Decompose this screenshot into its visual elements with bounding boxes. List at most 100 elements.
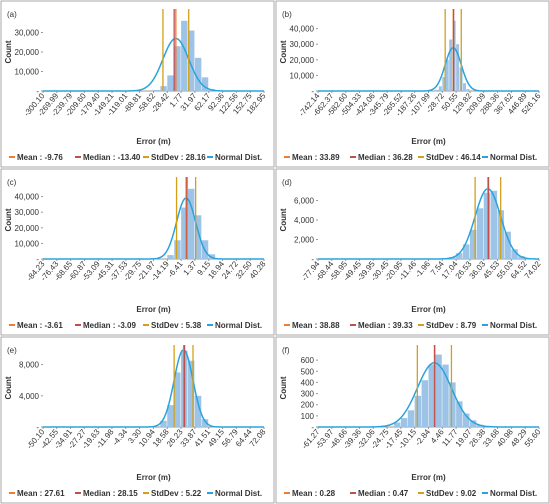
x-axis-label: Error (m)	[411, 305, 446, 314]
histogram-bar	[469, 229, 477, 259]
y-axis-label: Count	[279, 208, 288, 231]
y-tick-label: 600	[301, 356, 315, 365]
histogram-bar	[442, 364, 449, 427]
y-tick-label: 4,000	[19, 392, 40, 401]
legend-label: Median : 0.47	[358, 489, 409, 498]
panel: (d)Count-2,0004,0006,000-77.94-68.44-58.…	[275, 168, 550, 336]
panel-label: (c)	[7, 178, 17, 187]
panel-label: (a)	[7, 10, 17, 19]
panel-border	[0, 336, 275, 504]
panel-label: (b)	[282, 10, 292, 19]
x-tick-label: 72.08	[248, 427, 268, 449]
y-tick-label: -	[311, 255, 314, 264]
panel: (b)Count-10,00020,00030,00040,000-742.14…	[275, 0, 550, 168]
y-tick-label: 40,000	[290, 25, 315, 34]
legend-label: Normal Dist.	[215, 489, 262, 498]
histogram-bar	[456, 44, 460, 91]
y-tick-label: 10,000	[15, 68, 40, 77]
histogram-bar	[463, 83, 466, 91]
histogram-bar	[435, 89, 439, 91]
histogram-bar	[167, 405, 174, 427]
y-tick-label: 30,000	[290, 40, 315, 49]
x-axis-label: Error (m)	[136, 473, 171, 482]
panel-label: (f)	[282, 346, 290, 355]
y-axis-label: Count	[4, 40, 13, 63]
panel-border	[0, 168, 275, 336]
histogram-bar	[421, 380, 428, 427]
histogram-bar	[476, 208, 484, 259]
histogram-bar	[469, 420, 477, 427]
legend-label: Mean : 33.89	[292, 153, 340, 162]
normal-curve	[43, 37, 264, 92]
legend-label: Normal Dist.	[490, 321, 537, 330]
y-tick-label: 500	[301, 367, 315, 376]
histogram-bar	[442, 76, 446, 91]
histogram-bar	[445, 59, 449, 91]
legend-label: StdDev : 9.02	[426, 489, 477, 498]
x-axis-label: Error (m)	[136, 137, 171, 146]
histogram-bar	[490, 190, 498, 259]
y-tick-label: -	[36, 423, 39, 432]
y-tick-label: 100	[301, 412, 315, 421]
y-tick-label: 30,000	[15, 208, 40, 217]
y-tick-label: 10,000	[15, 239, 40, 248]
y-tick-label: 4,000	[294, 216, 315, 225]
histogram-bar	[466, 89, 470, 91]
histogram-bar	[181, 207, 188, 259]
histogram-bar	[188, 30, 195, 91]
histogram-bar	[174, 46, 181, 91]
x-axis-label: Error (m)	[136, 305, 171, 314]
y-tick-label: 200	[301, 401, 315, 410]
legend-label: StdDev : 5.22	[151, 489, 202, 498]
histogram-bar	[449, 382, 456, 427]
histogram-bar	[393, 422, 401, 427]
panel: (c)Count-10,00020,00030,00040,000-84.23-…	[0, 168, 275, 336]
histogram-bar	[174, 372, 181, 427]
histogram-bar	[194, 395, 202, 427]
panel-border	[275, 168, 550, 336]
y-tick-label: 6,000	[294, 197, 315, 206]
y-tick-label: -	[36, 255, 39, 264]
histogram-bar	[407, 410, 415, 427]
y-axis-label: Count	[279, 376, 288, 399]
y-tick-label: 400	[301, 378, 315, 387]
x-axis-label: Error (m)	[411, 473, 446, 482]
histogram-bar	[201, 419, 209, 427]
legend-label: Mean : 38.88	[292, 321, 340, 330]
histogram-bar	[511, 249, 518, 259]
legend-label: Normal Dist.	[490, 489, 537, 498]
panel: (f)Count-100200300400500600-61.27-53.97-…	[275, 336, 550, 504]
histogram-bar	[160, 420, 167, 427]
legend-label: Normal Dist.	[215, 153, 262, 162]
histogram-bar	[435, 354, 442, 427]
histogram-bar	[194, 215, 202, 259]
x-tick-label: -2.84	[413, 427, 432, 447]
normal-curve	[43, 349, 264, 428]
x-tick-label: -4.34	[111, 427, 130, 447]
histogram-bar	[504, 231, 511, 259]
histogram-bar	[188, 188, 195, 259]
histogram-bar	[187, 360, 195, 427]
histogram-bar	[463, 244, 470, 259]
x-tick-label: -6.41	[166, 259, 185, 279]
y-tick-label: 8,000	[19, 361, 40, 370]
y-tick-label: -	[311, 87, 314, 96]
panel-border	[0, 0, 275, 168]
legend-label: Normal Dist.	[215, 321, 262, 330]
histogram-bar	[194, 57, 202, 91]
legend-label: Normal Dist.	[490, 153, 537, 162]
normal-curve	[43, 197, 264, 260]
histogram-bar	[400, 418, 408, 427]
legend-label: Mean : 27.61	[17, 489, 65, 498]
legend-label: Median : 28.15	[83, 489, 138, 498]
legend-label: Mean : 0.28	[292, 489, 336, 498]
legend-label: Mean : -9.76	[17, 153, 63, 162]
y-tick-label: 20,000	[15, 48, 40, 57]
normal-curve	[318, 188, 540, 260]
histogram-bar	[167, 255, 174, 259]
panel: (a)Count-10,00020,00030,000-300.10-269.9…	[0, 0, 275, 168]
histogram-bar	[483, 192, 491, 259]
y-tick-label: 300	[301, 390, 315, 399]
legend-label: StdDev : 46.14	[426, 153, 481, 162]
